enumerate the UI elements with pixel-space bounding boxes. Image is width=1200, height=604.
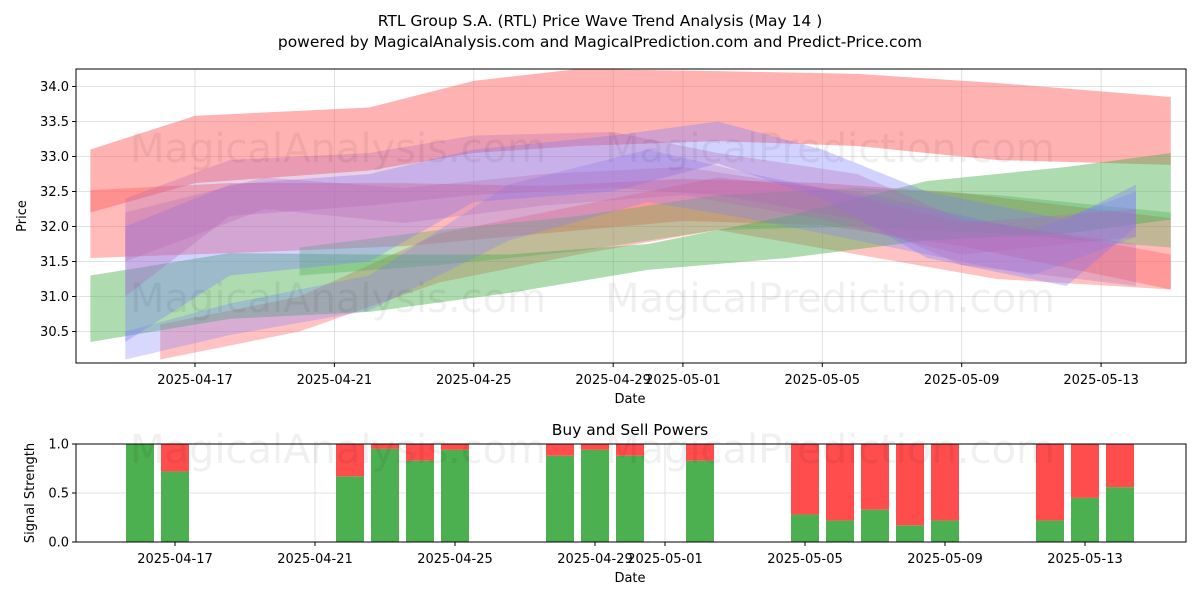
price-y-tick-label-7: 34.0: [40, 80, 69, 95]
sell-bar-2025-04-23: [371, 444, 399, 449]
price-y-tick-label-0: 30.5: [40, 325, 69, 340]
sell-bar-2025-04-24: [406, 444, 434, 461]
buy-bar-2025-05-08: [896, 525, 924, 542]
price-plot-frame: [75, 68, 1187, 364]
sell-bar-2025-04-29: [581, 444, 609, 450]
buy-bar-2025-05-12: [1036, 520, 1064, 542]
sell-bar-2025-05-12: [1036, 444, 1064, 521]
price-x-tick-label-0: 2025-04-17: [157, 373, 233, 388]
wave-band-purple-7: [125, 132, 1137, 297]
sell-bar-2025-05-08: [896, 444, 924, 526]
signal-x-tick-label-5: 2025-05-05: [767, 552, 843, 567]
buy-bar-2025-05-02: [686, 460, 714, 542]
sell-bar-2025-04-22: [336, 444, 364, 477]
price-y-tick-label-2: 31.5: [40, 255, 69, 270]
sell-bar-2025-05-02: [686, 444, 714, 461]
buy-bar-2025-05-07: [861, 509, 889, 542]
signal-x-ticks: 2025-04-17 2025-04-21 2025-04-25 2025-04-29…: [137, 542, 1123, 567]
buy-bar-2025-04-16: [126, 444, 154, 542]
sell-bar-2025-05-14: [1106, 444, 1134, 488]
wave-band-blue-5: [125, 121, 1137, 342]
watermark-analysis-mid: MagicalAnalysis.com: [130, 276, 546, 322]
price-x-axis-label: Date: [614, 392, 645, 407]
buy-bar-2025-04-17: [161, 471, 189, 542]
wave-band-red-1: [90, 178, 1171, 290]
wave-band-purple-8: [125, 167, 1137, 262]
price-x-ticks: 2025-04-17 2025-04-21 2025-04-25 2025-04-29…: [157, 363, 1139, 388]
sell-bar-2025-05-06: [826, 444, 854, 521]
price-x-tick-label-2: 2025-04-25: [436, 373, 512, 388]
signal-x-tick-label-2: 2025-04-25: [417, 552, 493, 567]
price-x-tick-label-7: 2025-05-13: [1063, 373, 1139, 388]
price-y-axis-label: Price: [15, 200, 30, 232]
sell-bar-2025-04-25: [441, 444, 469, 450]
buy-bar-2025-05-06: [826, 520, 854, 542]
buy-bar-2025-04-22: [336, 476, 364, 542]
wave-band-red-0: [90, 69, 1171, 213]
buy-bar-2025-05-14: [1106, 487, 1134, 542]
signal-x-tick-label-7: 2025-05-13: [1047, 552, 1123, 567]
price-x-tick-label-5: 2025-05-05: [785, 373, 861, 388]
watermark-analysis-bottom: MagicalAnalysis.com: [130, 427, 546, 473]
signal-bars: [126, 444, 1134, 542]
signal-y-tick-label-0: 0.0: [48, 536, 69, 551]
wave-band-blue-6: [125, 149, 1137, 360]
signal-x-axis-label: Date: [614, 571, 645, 586]
price-x-tick-label-3: 2025-04-29: [575, 373, 651, 388]
sell-bar-2025-04-30: [616, 444, 644, 456]
watermark-analysis-top: MagicalAnalysis.com: [130, 126, 546, 172]
sell-bar-2025-05-09: [931, 444, 959, 521]
wave-band-green-3: [90, 153, 1171, 342]
price-y-tick-label-5: 33.0: [40, 150, 69, 165]
wave-band-green-4: [299, 188, 1171, 276]
signal-x-tick-label-4: 2025-05-01: [627, 552, 703, 567]
wave-band-red-2: [160, 177, 1171, 360]
signal-x-tick-label-6: 2025-05-09: [907, 552, 983, 567]
buy-bar-2025-04-23: [371, 448, 399, 542]
buy-bar-2025-05-13: [1071, 497, 1099, 542]
sell-bar-2025-05-05: [791, 444, 819, 515]
price-y-ticks: 30.5 31.0 31.5 32.0 32.5 33.0 33.5 34.0: [40, 80, 76, 340]
signal-y-tick-label-2: 1.0: [48, 438, 69, 453]
buy-bar-2025-05-09: [931, 520, 959, 542]
watermark-prediction-top: MagicalPrediction.com: [605, 126, 1055, 172]
chart-subtitle: powered by MagicalAnalysis.com and Magic…: [278, 33, 922, 51]
price-y-tick-label-4: 32.5: [40, 185, 69, 200]
sell-bar-2025-05-13: [1071, 444, 1099, 498]
price-y-tick-label-6: 33.5: [40, 115, 69, 130]
chart-title: RTL Group S.A. (RTL) Price Wave Trend An…: [378, 12, 823, 30]
sell-bar-2025-04-28: [546, 444, 574, 456]
price-y-tick-label-3: 32.0: [40, 220, 69, 235]
buy-bar-2025-04-29: [581, 449, 609, 542]
signal-x-tick-label-0: 2025-04-17: [137, 552, 213, 567]
signal-y-tick-label-1: 0.5: [48, 487, 69, 502]
signal-chart-title: Buy and Sell Powers: [552, 421, 709, 439]
price-x-tick-label-1: 2025-04-21: [297, 373, 373, 388]
price-wave-bands: [90, 69, 1171, 360]
signal-y-axis-label: Signal Strength: [23, 443, 38, 543]
signal-x-tick-label-3: 2025-04-29: [557, 552, 633, 567]
price-y-tick-label-1: 31.0: [40, 290, 69, 305]
price-x-tick-label-4: 2025-05-01: [645, 373, 721, 388]
buy-bar-2025-04-30: [616, 455, 644, 542]
buy-bar-2025-04-25: [441, 449, 469, 542]
price-x-tick-label-6: 2025-05-09: [924, 373, 1000, 388]
buy-bar-2025-04-28: [546, 455, 574, 542]
buy-bar-2025-04-24: [406, 460, 434, 542]
signal-x-tick-label-1: 2025-04-21: [277, 552, 353, 567]
signal-y-ticks: 0.0 0.5 1.0: [48, 438, 76, 551]
sell-bar-2025-04-17: [161, 444, 189, 472]
buy-bar-2025-05-05: [791, 514, 819, 542]
sell-bar-2025-05-07: [861, 444, 889, 510]
watermark-prediction-mid: MagicalPrediction.com: [605, 276, 1055, 322]
watermark-prediction-bottom: MagicalPrediction.com: [605, 427, 1055, 473]
